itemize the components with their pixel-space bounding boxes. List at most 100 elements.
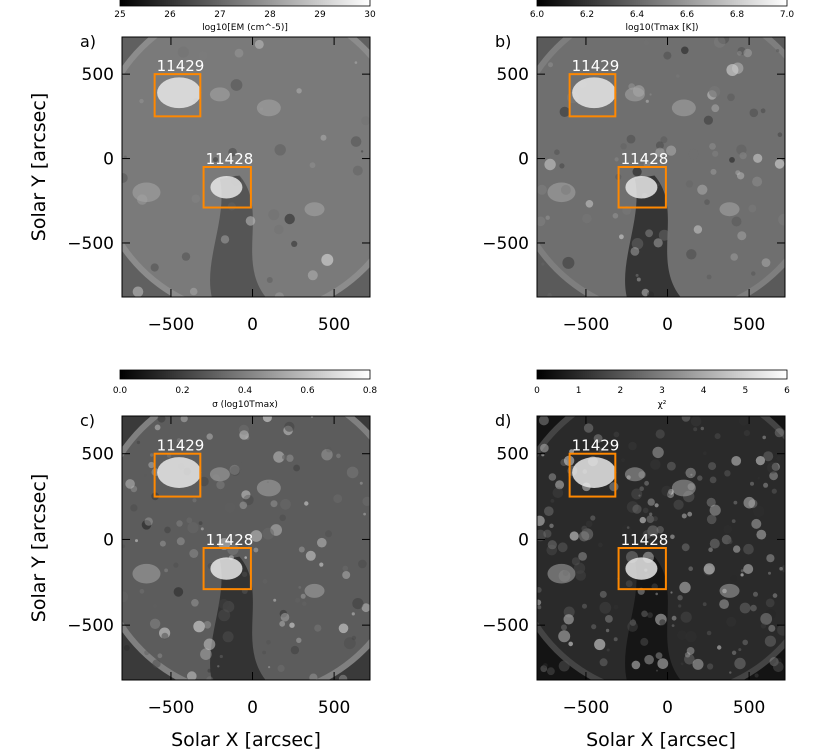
- texture-speck: [241, 571, 248, 577]
- texture-speck: [644, 654, 654, 665]
- texture-speck: [763, 451, 774, 462]
- texture-speck: [772, 593, 778, 598]
- texture-speck: [734, 657, 746, 670]
- y-tick-label: 0: [518, 150, 529, 170]
- bright-feature: [671, 99, 696, 117]
- texture-speck: [708, 86, 721, 98]
- texture-speck: [321, 253, 334, 266]
- texture-speck: [544, 506, 554, 516]
- y-tick-label: 0: [103, 530, 114, 550]
- panel-letter: c): [80, 411, 95, 430]
- texture-speck: [735, 170, 741, 176]
- texture-speck: [218, 598, 230, 610]
- texture-speck: [679, 581, 691, 594]
- texture-speck: [605, 615, 613, 623]
- texture-speck: [325, 530, 332, 538]
- texture-speck: [632, 504, 642, 514]
- bright-feature: [209, 87, 230, 102]
- texture-speck: [645, 99, 649, 103]
- colorbar-label: σ (log10Tmax): [212, 400, 278, 410]
- region-label-11428: 11428: [206, 150, 254, 168]
- texture-speck: [228, 147, 237, 157]
- y-tick-label: 500: [497, 445, 529, 465]
- bright-feature: [304, 202, 325, 217]
- texture-speck: [659, 619, 666, 626]
- texture-speck: [628, 441, 637, 451]
- x-tick-label: 500: [318, 698, 350, 718]
- texture-speck: [307, 270, 318, 281]
- texture-speck: [346, 466, 359, 479]
- region-label-11428: 11428: [621, 150, 669, 168]
- texture-speck: [230, 79, 243, 91]
- colorbar-tick-label: 26: [164, 10, 176, 20]
- texture-speck: [262, 578, 268, 584]
- texture-speck: [754, 673, 759, 678]
- texture-speck: [777, 624, 785, 636]
- texture-speck: [677, 595, 683, 601]
- texture-speck: [654, 503, 659, 508]
- texture-speck: [284, 213, 295, 225]
- texture-speck: [767, 461, 779, 474]
- texture-speck: [663, 51, 672, 60]
- texture-speck: [666, 145, 677, 156]
- colorbar-tick-label: 0.0: [113, 386, 128, 396]
- bright-feature: [132, 563, 161, 584]
- texture-speck: [149, 618, 161, 629]
- texture-speck: [361, 603, 370, 613]
- texture-speck: [743, 543, 754, 555]
- texture-speck: [702, 602, 707, 607]
- texture-speck: [284, 421, 295, 432]
- texture-speck: [164, 568, 169, 573]
- texture-speck: [216, 480, 225, 490]
- texture-speck: [123, 645, 130, 651]
- texture-speck: [319, 562, 324, 567]
- texture-speck: [626, 526, 630, 529]
- texture-speck: [650, 459, 661, 470]
- texture-speck: [591, 624, 597, 630]
- texture-speck: [709, 143, 716, 150]
- texture-speck: [191, 599, 199, 607]
- colorbar-label: χ²: [658, 400, 667, 410]
- texture-speck: [756, 529, 767, 540]
- texture-speck: [621, 458, 625, 463]
- texture-speck: [613, 431, 620, 438]
- panel-b: 11429 11428 −500 0 500 −500 0 500 b) 6.0 6.2 6.4 6.6…: [482, 0, 794, 335]
- texture-speck: [708, 547, 713, 552]
- bright-feature: [132, 182, 161, 203]
- texture-speck: [733, 500, 738, 505]
- texture-speck: [645, 229, 653, 238]
- y-tick-label: −500: [67, 616, 114, 636]
- bright-feature: [157, 77, 202, 109]
- texture-speck: [227, 543, 239, 555]
- plot-frame: [121, 36, 371, 298]
- texture-speck: [277, 664, 285, 673]
- texture-speck: [773, 661, 784, 673]
- texture-speck: [262, 650, 266, 655]
- x-tick-label: 500: [733, 315, 765, 335]
- texture-speck: [273, 598, 277, 602]
- texture-speck: [738, 416, 749, 426]
- texture-speck: [736, 172, 745, 180]
- colorbar-tick-label: 29: [314, 10, 326, 20]
- region-box-11429: [153, 452, 202, 498]
- texture-speck: [743, 496, 756, 509]
- texture-speck: [708, 462, 717, 471]
- texture-speck: [350, 136, 362, 147]
- texture-speck: [547, 540, 557, 550]
- texture-speck: [676, 74, 680, 78]
- texture-speck: [731, 216, 742, 227]
- colorbar-tick-label: 0.8: [363, 386, 378, 396]
- texture-speck: [750, 604, 757, 612]
- texture-speck: [729, 671, 732, 674]
- texture-speck: [714, 433, 721, 440]
- texture-speck: [144, 650, 150, 656]
- texture-speck: [238, 424, 249, 435]
- texture-speck: [670, 534, 675, 540]
- colorbar-gradient: [536, 369, 788, 380]
- bright-feature: [624, 87, 645, 102]
- texture-speck: [609, 482, 619, 492]
- bright-feature: [624, 467, 645, 482]
- texture-speck: [768, 571, 771, 575]
- region-label-11429: 11429: [572, 57, 620, 75]
- texture-speck: [727, 93, 735, 102]
